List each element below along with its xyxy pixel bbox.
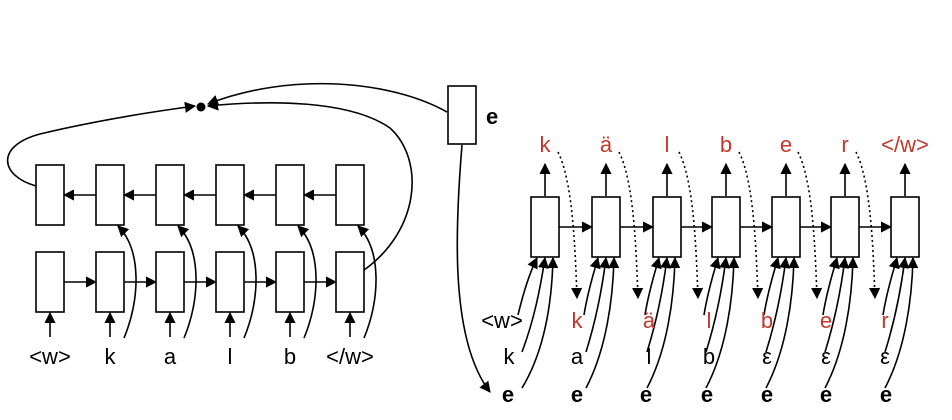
decoder-cell <box>530 196 560 258</box>
feedback-dotted <box>797 151 823 300</box>
feedback-dotted <box>557 151 583 300</box>
decoder-output-token: l <box>665 132 670 157</box>
skip-connection <box>177 225 197 339</box>
encoder-token: b <box>284 344 296 369</box>
encoder-backward-cell <box>35 164 65 226</box>
feedback-dotted <box>678 151 704 300</box>
decoder-cell <box>652 196 682 258</box>
skip-connection <box>357 225 377 339</box>
decoder-source-token: b <box>703 344 715 369</box>
decoder-source-token: a <box>571 344 584 369</box>
decoder-embedding-token: e <box>880 382 892 407</box>
skip-connection <box>297 225 317 339</box>
decoder-source-token: ε <box>880 344 890 369</box>
decoder-prev-token: r <box>881 308 888 333</box>
embedding-box <box>447 85 477 145</box>
encoder-forward-cell <box>215 251 245 313</box>
decoder-source-token: ε <box>821 344 831 369</box>
embedding-to-decoder <box>456 144 491 393</box>
decoder-source-token: k <box>504 344 516 369</box>
encoder-token: k <box>105 344 117 369</box>
decoder-embedding-token: e <box>761 382 773 407</box>
decoder-output-token: b <box>720 132 732 157</box>
decoder-prev-token: ä <box>643 308 656 333</box>
decoder-embedding-token: e <box>640 382 652 407</box>
encoder-backward-cell <box>155 164 185 226</box>
decoder-output-token: k <box>540 132 552 157</box>
decoder-embedding-token: e <box>701 382 713 407</box>
encoder-token: <w> <box>29 344 71 369</box>
decoder-embedding-token: e <box>820 382 832 407</box>
decoder-prev-token: e <box>820 308 832 333</box>
encoder-token: a <box>164 344 177 369</box>
encoder-forward-cell <box>155 251 185 313</box>
decoder-cell <box>830 196 860 258</box>
feedback-dotted <box>618 151 644 300</box>
forward-to-dot <box>206 99 413 271</box>
skip-connection <box>237 225 257 339</box>
encoder-forward-cell <box>95 251 125 313</box>
encoder-backward-cell <box>275 164 305 226</box>
decoder-cell <box>711 196 741 258</box>
decoder-input-curves <box>517 256 919 389</box>
encoder-backward-cell <box>215 164 245 226</box>
encoder <box>7 99 413 339</box>
decoder-cell <box>890 196 920 258</box>
decoder-output-token: e <box>780 132 792 157</box>
encoder-token: l <box>228 344 233 369</box>
encoder-forward-cell <box>335 251 365 313</box>
feedback-dotted <box>855 151 881 300</box>
encoder-backward-cell <box>95 164 125 226</box>
decoder-prev-token: l <box>707 308 712 333</box>
encoder-forward-cell <box>275 251 305 313</box>
decoder-cell <box>771 196 801 258</box>
decoder-cell <box>591 196 621 258</box>
decoder-source-token: ε <box>762 344 772 369</box>
embedding-input <box>206 82 448 113</box>
decoder-output-token: r <box>841 132 848 157</box>
decoder <box>517 151 920 389</box>
decoder-prev-token: <w> <box>481 308 523 333</box>
feedback-dotted <box>738 151 764 300</box>
decoder-source-token: l <box>647 344 652 369</box>
decoder-prev-token: b <box>761 308 773 333</box>
skip-connection <box>117 225 137 339</box>
decoder-prev-token: k <box>572 308 584 333</box>
decoder-embedding-token: e <box>502 382 514 407</box>
concat-node <box>196 102 206 112</box>
backward-to-dot <box>7 101 197 187</box>
decoder-output-token: ä <box>600 132 613 157</box>
encoder-forward-cell <box>35 251 65 313</box>
decoder-embedding-token: e <box>571 382 583 407</box>
embedding-label: e <box>486 104 498 129</box>
encoder-token: </w> <box>326 344 374 369</box>
encoder-backward-cell <box>335 164 365 226</box>
decoder-output-token: </w> <box>881 132 929 157</box>
